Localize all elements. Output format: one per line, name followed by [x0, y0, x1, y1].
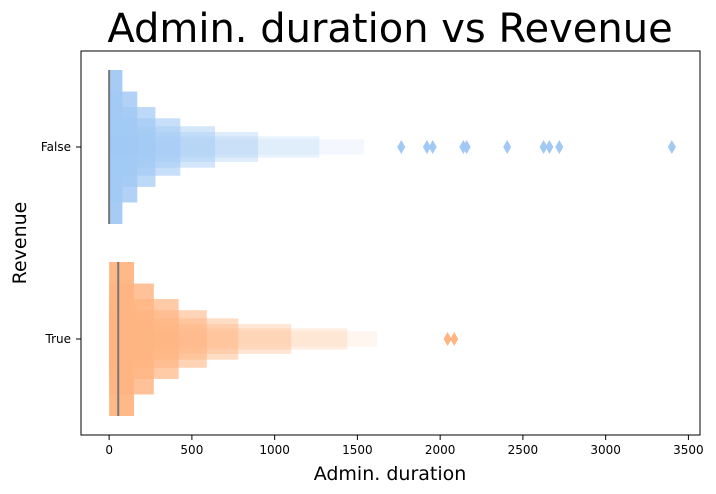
outlier-point — [667, 140, 676, 154]
x-axis: 0 500 1000 1500 2000 2500 3000 3500 — [105, 435, 704, 457]
x-axis-label: Admin. duration — [314, 463, 467, 485]
x-tick-label: 2000 — [425, 443, 456, 457]
y-axis-label: Revenue — [9, 202, 31, 285]
y-tick-label: True — [45, 332, 72, 346]
outlier-point — [503, 140, 512, 154]
chart-title: Admin. duration vs Revenue — [107, 6, 672, 52]
x-tick-label: 1500 — [342, 443, 373, 457]
x-tick-label: 3000 — [590, 443, 621, 457]
outlier-point — [539, 140, 548, 154]
x-tick-label: 0 — [105, 443, 113, 457]
outlier-point — [422, 140, 431, 154]
x-tick-label: 3500 — [673, 443, 704, 457]
plot-area — [108, 70, 676, 416]
x-tick-label: 500 — [180, 443, 203, 457]
letter-value-box — [109, 262, 134, 416]
outlier-point — [428, 140, 437, 154]
plot-frame — [80, 50, 701, 436]
letter-value-box — [109, 70, 123, 224]
outlier-point — [450, 332, 459, 346]
boxen-true — [109, 262, 459, 416]
outlier-point — [397, 140, 406, 154]
outlier-point — [555, 140, 564, 154]
outlier-point — [443, 332, 452, 346]
y-axis: False True — [41, 140, 81, 346]
y-tick-label: False — [41, 140, 71, 154]
boxen-false — [108, 70, 676, 224]
x-tick-label: 1000 — [259, 443, 290, 457]
outlier-point — [545, 140, 554, 154]
outlier-point — [462, 140, 471, 154]
x-tick-label: 2500 — [508, 443, 539, 457]
